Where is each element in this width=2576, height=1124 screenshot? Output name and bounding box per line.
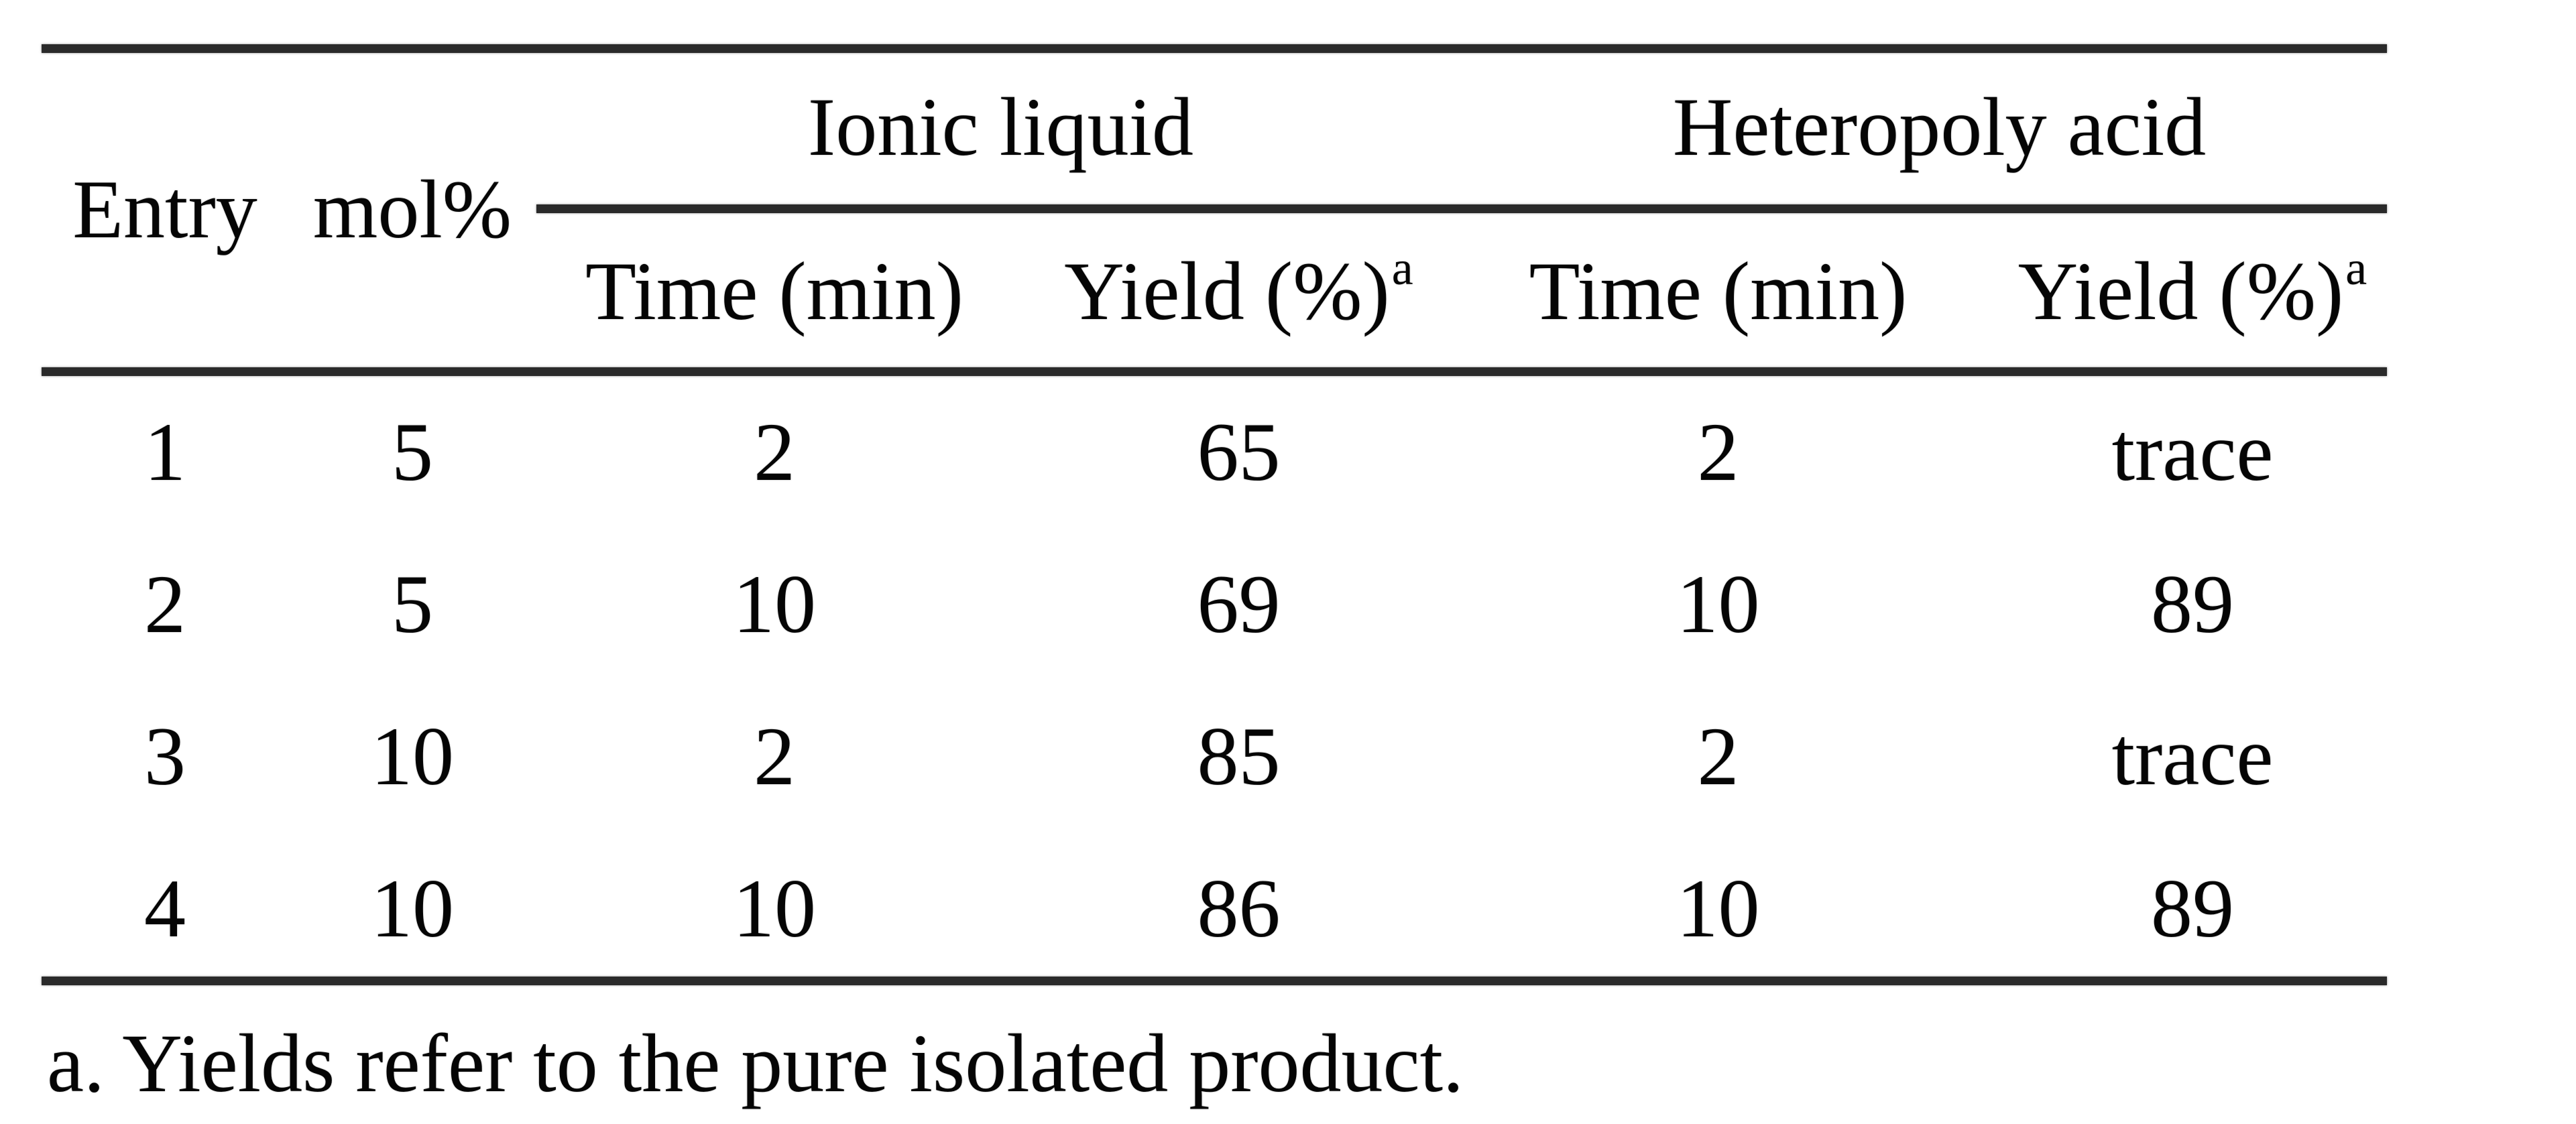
cell-hpa-yield: trace <box>2111 405 2274 498</box>
footnote: a. Yields refer to the pure isolated pro… <box>47 1017 1464 1109</box>
subheader-label: Time (min) <box>585 245 963 337</box>
header-bottom-rule <box>42 367 2387 376</box>
cell-il-time: 2 <box>754 405 795 498</box>
cell-mol-percent: 5 <box>392 558 433 650</box>
group-header-rule <box>536 204 2387 213</box>
cell-il-yield: 85 <box>1197 710 1281 802</box>
subheader-label: Yield (%) <box>1064 245 1390 337</box>
column-header-entry: Entry <box>72 164 257 255</box>
cell-hpa-time: 2 <box>1697 710 1739 802</box>
cell-hpa-yield: 89 <box>2151 862 2234 954</box>
cell-il-yield: 86 <box>1197 862 1281 954</box>
table-bottom-rule <box>42 977 2387 985</box>
subheader-label: Time (min) <box>1529 245 1908 337</box>
cell-hpa-yield: trace <box>2111 710 2274 802</box>
cell-entry: 1 <box>144 405 186 498</box>
cell-il-yield: 69 <box>1197 558 1281 650</box>
cell-mol-percent: 10 <box>371 862 454 954</box>
cell-mol-percent: 5 <box>392 405 433 498</box>
cell-mol-percent: 10 <box>371 710 454 802</box>
cell-entry: 2 <box>144 558 186 650</box>
subheader-ionic-liquid-time: Time (min) <box>536 248 1012 335</box>
column-header-mol-percent: mol% <box>312 164 512 255</box>
cell-il-yield: 65 <box>1197 405 1281 498</box>
cell-entry: 4 <box>144 862 186 954</box>
subheader-heteropoly-acid-yield: Yield (%) a <box>2017 241 2367 337</box>
table-top-rule <box>42 44 2387 53</box>
cell-il-time: 10 <box>733 862 816 954</box>
cell-hpa-time: 2 <box>1697 405 1739 498</box>
cell-hpa-yield: 89 <box>2151 558 2234 650</box>
cell-hpa-time: 10 <box>1676 558 1760 650</box>
group-header-heteropoly-acid: Heteropoly acid <box>1672 81 2207 173</box>
subheader-heteropoly-acid-time: Time (min) <box>1465 248 1971 335</box>
cell-entry: 3 <box>144 710 186 802</box>
cell-il-time: 10 <box>733 558 816 650</box>
cell-il-time: 2 <box>754 710 795 802</box>
results-table-body: 1 5 2 65 2 trace 2 5 10 69 10 89 3 10 2 … <box>42 376 2414 985</box>
subheader-label: Yield (%) <box>2017 245 2344 337</box>
subheader-ionic-liquid-yield: Yield (%) a <box>1064 241 1413 337</box>
cell-hpa-time: 10 <box>1676 862 1760 954</box>
group-header-ionic-liquid: Ionic liquid <box>807 81 1194 173</box>
